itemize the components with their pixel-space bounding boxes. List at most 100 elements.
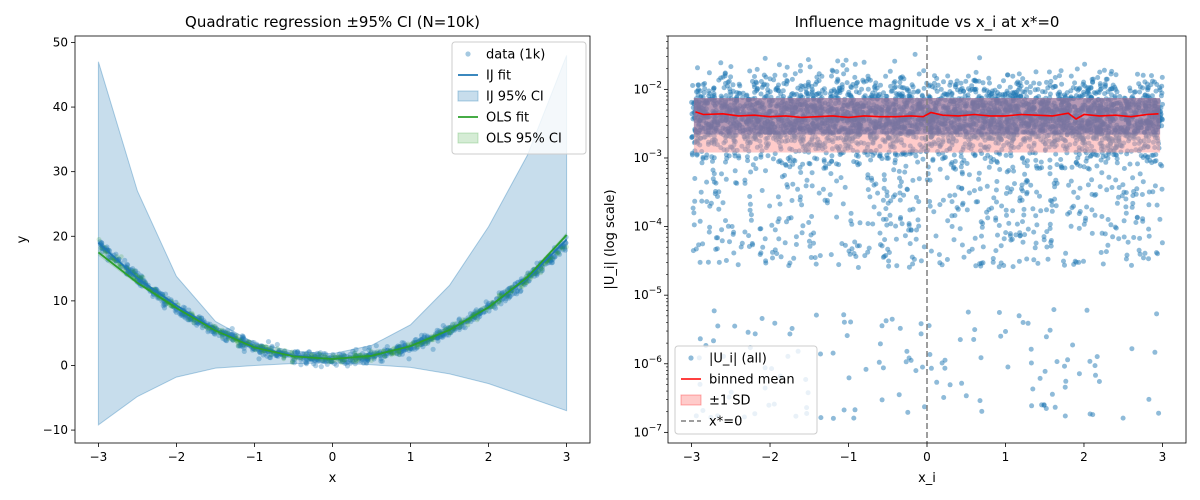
data-point <box>181 314 187 320</box>
data-point <box>407 346 414 352</box>
influence-point <box>990 259 996 265</box>
influence-point <box>812 255 818 261</box>
legend-label: IJ 95% CI <box>486 90 544 105</box>
influence-point <box>730 82 736 88</box>
influence-point <box>865 172 871 178</box>
influence-point <box>1089 230 1095 236</box>
influence-point <box>732 153 738 159</box>
data-point <box>436 328 442 334</box>
data-point <box>525 278 532 284</box>
influence-point <box>719 227 725 233</box>
data-point <box>366 344 372 351</box>
data-point <box>356 358 362 364</box>
influence-point <box>711 179 717 185</box>
influence-point <box>799 202 805 208</box>
influence-point <box>926 323 932 329</box>
influence-point <box>952 192 958 198</box>
data-point <box>384 344 390 350</box>
influence-point <box>1013 232 1019 238</box>
influence-point <box>963 393 969 399</box>
influence-point <box>723 80 728 86</box>
influence-point <box>906 264 912 270</box>
influence-point <box>1129 346 1135 352</box>
data-point <box>322 353 327 359</box>
data-point <box>399 348 405 354</box>
influence-point <box>1051 307 1057 313</box>
data-point <box>188 317 194 323</box>
influence-point <box>1054 162 1060 168</box>
influence-point <box>892 160 898 166</box>
influence-point <box>1033 240 1039 246</box>
influence-point <box>807 64 813 70</box>
influence-point <box>1097 69 1103 75</box>
influence-point <box>1003 329 1008 334</box>
data-point <box>538 268 544 274</box>
data-point <box>239 333 245 339</box>
influence-point <box>1142 79 1148 85</box>
data-point <box>343 360 349 366</box>
data-point <box>555 249 561 255</box>
influence-point <box>1020 188 1026 194</box>
data-point <box>347 360 353 366</box>
influence-point <box>1153 88 1159 94</box>
data-point <box>267 354 273 360</box>
influence-point <box>1114 200 1120 206</box>
influence-point <box>1027 89 1033 95</box>
influence-point <box>808 232 814 238</box>
influence-point <box>728 64 734 70</box>
influence-point <box>918 331 924 337</box>
influence-point <box>1150 152 1156 158</box>
data-point <box>412 346 418 352</box>
data-point <box>256 348 262 354</box>
influence-point <box>1053 84 1059 89</box>
data-point <box>548 257 554 263</box>
data-point <box>241 348 247 354</box>
influence-point <box>811 240 816 246</box>
data-point <box>492 305 499 311</box>
influence-point <box>1053 203 1059 209</box>
data-point <box>237 343 243 349</box>
influence-point <box>1102 231 1108 237</box>
data-point <box>351 351 357 357</box>
influence-point <box>961 254 967 260</box>
influence-point <box>1139 192 1145 197</box>
influence-point <box>915 217 921 223</box>
influence-point <box>1154 202 1160 208</box>
influence-point <box>1068 178 1074 184</box>
data-point <box>509 291 516 297</box>
influence-point <box>1045 256 1051 262</box>
influence-point <box>1048 78 1054 84</box>
influence-point <box>881 172 887 178</box>
influence-point <box>911 89 917 95</box>
data-point <box>330 353 336 359</box>
data-point <box>465 322 471 328</box>
influence-point <box>1149 93 1155 99</box>
influence-point <box>742 229 748 235</box>
influence-point <box>1076 225 1082 231</box>
influence-point <box>865 152 871 158</box>
data-point <box>456 326 462 333</box>
influence-point <box>1048 238 1054 243</box>
influence-point <box>1007 84 1013 90</box>
x-tick-label: 0 <box>329 450 337 464</box>
influence-point <box>1029 403 1035 409</box>
data-point <box>249 339 255 346</box>
influence-point <box>1094 354 1100 360</box>
influence-point <box>995 232 1000 238</box>
influence-point <box>887 212 893 218</box>
influence-point <box>843 57 849 63</box>
data-point <box>185 317 191 323</box>
influence-point <box>971 188 977 194</box>
influence-point <box>915 159 921 165</box>
data-point <box>328 359 334 365</box>
data-point <box>389 352 394 358</box>
data-point <box>172 308 178 314</box>
influence-point <box>1044 229 1050 235</box>
data-point <box>240 335 247 341</box>
influence-point <box>986 164 992 170</box>
influence-point <box>692 176 698 181</box>
data-point <box>375 349 380 354</box>
influence-point <box>1099 214 1105 219</box>
influence-point <box>1003 152 1009 158</box>
influence-point <box>1083 158 1089 164</box>
